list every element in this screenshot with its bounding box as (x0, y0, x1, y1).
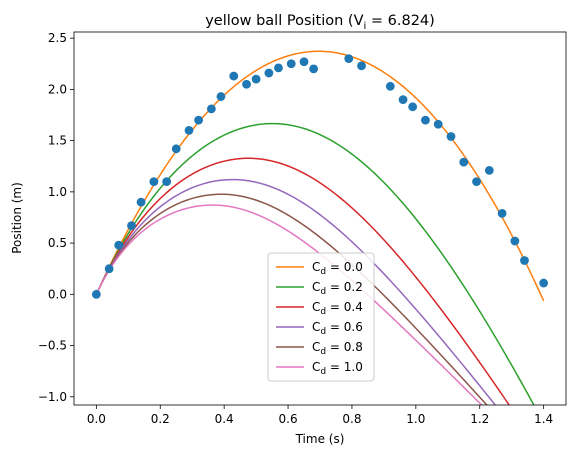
scatter-point (229, 71, 239, 81)
x-tick-label: 0.8 (342, 412, 361, 426)
scatter-point (408, 102, 418, 112)
x-tick-label: 1.2 (470, 412, 489, 426)
scatter-point (398, 95, 408, 105)
legend: Cd = 0.0 Cd = 0.2 Cd = 0.4 Cd = 0.6 Cd = 0.8… (267, 252, 375, 382)
x-tick-label: 1.4 (534, 412, 553, 426)
legend-entry: Cd = 0.6 (312, 320, 363, 337)
scatter-point (472, 177, 481, 187)
y-tick-label: 0.5 (48, 236, 67, 250)
chart-title-subscript: i (363, 21, 366, 32)
scatter-point (242, 79, 251, 89)
series-line-cd-0-4 (95, 157, 511, 405)
legend-entry: Cd = 0.8 (312, 340, 363, 357)
legend-entry: Cd = 1.0 (312, 360, 363, 377)
scatter-point (286, 59, 296, 69)
legend-box (267, 252, 375, 382)
scatter-point (459, 157, 469, 167)
x-tick-label: 1.0 (406, 412, 425, 426)
scatter-point (206, 104, 216, 114)
legend-entry: Cd = 0.2 (312, 280, 363, 297)
y-tick-label: 2.5 (48, 31, 67, 45)
scatter-point (539, 278, 549, 288)
scatter-point (216, 92, 226, 101)
x-axis-label: Time (s) (295, 432, 345, 446)
series-line-cd-0-2 (95, 122, 535, 405)
scatter-point (309, 64, 319, 74)
plot-frame (73, 31, 567, 406)
scatter-point (520, 256, 529, 265)
scatter-point (357, 61, 366, 71)
scatter-point (385, 81, 395, 91)
scatter-point (446, 132, 456, 141)
y-tick-label: 1.0 (48, 185, 67, 199)
y-tick-label: 1.5 (48, 134, 67, 148)
series-line-cd-0-0 (95, 50, 545, 302)
scatter-point (136, 197, 146, 207)
scatter-point (171, 144, 181, 154)
series-line-cd-0-6 (95, 178, 497, 405)
axes: 0.0 0.2 0.4 0.6 0.8 1.0 1.2 1.4 −1.0 −0.5 0.0 0.5 1.… (38, 31, 567, 426)
scatter-point (194, 115, 203, 125)
y-tick-label: −0.5 (38, 339, 67, 353)
x-tick-label: 0.2 (151, 412, 170, 426)
svg-text:yellow ball Position (Vi = 6.8: yellow ball Position (Vi = 6.824) (205, 13, 435, 32)
scatter-point (91, 289, 101, 299)
x-tick-label: 0.4 (215, 412, 234, 426)
legend-entry: Cd = 0.0 (312, 260, 363, 277)
scatter-point (344, 54, 354, 64)
scatter-point (510, 236, 520, 246)
chart-title-tail: = 6.824) (366, 13, 435, 29)
scatter-point (162, 177, 172, 187)
y-tick-label: 0.0 (48, 287, 67, 301)
y-tick-label: 2.0 (48, 82, 67, 96)
scatter-point (251, 74, 261, 84)
scatter-point (421, 115, 430, 125)
legend-entry: Cd = 0.4 (312, 300, 363, 317)
plot-area (91, 50, 549, 405)
series-line-cd-0-8 (95, 193, 488, 405)
y-tick-label: −1.0 (38, 390, 67, 404)
scatter-point (184, 125, 194, 135)
x-tick-label: 0.6 (279, 412, 298, 426)
scatter-point (149, 177, 159, 187)
scatter-point (104, 264, 114, 274)
scatter-point (299, 57, 309, 67)
scatter-point (264, 68, 274, 78)
y-axis-label: Position (m) (10, 182, 24, 254)
scatter-point (433, 119, 443, 129)
x-tick-label: 0.0 (87, 412, 106, 426)
scatter-point (114, 240, 124, 250)
chart-title: yellow ball Position (Vi = 6.824) (205, 13, 435, 32)
plot-marks (91, 50, 549, 405)
scatter-point (127, 221, 136, 231)
scatter-point (497, 208, 507, 218)
scatter-point (274, 63, 283, 73)
scatter-point (484, 165, 494, 175)
chart-title-main: yellow ball Position (V (205, 13, 363, 29)
